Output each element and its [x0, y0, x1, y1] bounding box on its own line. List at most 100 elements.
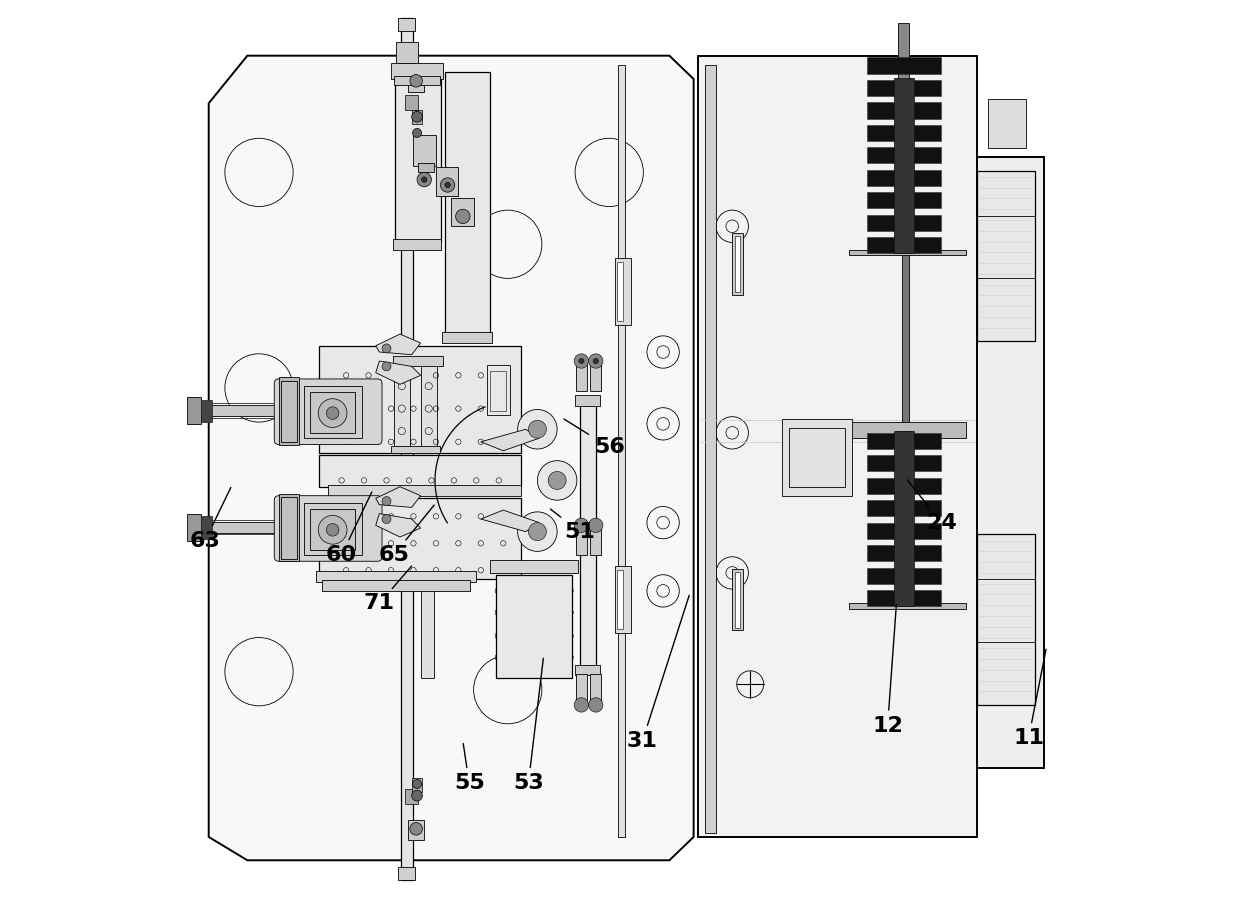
Bar	[867, 455, 941, 471]
Bar	[319, 455, 521, 487]
Text: 65: 65	[378, 505, 434, 565]
Text: 63: 63	[190, 488, 231, 550]
Text: 24: 24	[908, 480, 957, 533]
Bar	[405, 789, 418, 804]
Polygon shape	[376, 361, 420, 384]
Bar	[735, 236, 740, 292]
Bar	[898, 79, 913, 160]
Circle shape	[382, 344, 391, 353]
Circle shape	[382, 497, 391, 506]
Circle shape	[517, 512, 557, 551]
Bar	[894, 431, 914, 606]
Circle shape	[412, 111, 423, 122]
Bar	[277, 381, 381, 442]
Bar	[698, 56, 977, 837]
Text: 60: 60	[326, 492, 372, 565]
Circle shape	[528, 523, 547, 541]
Bar	[867, 433, 941, 449]
Bar	[590, 526, 601, 555]
Circle shape	[574, 518, 589, 533]
Text: 71: 71	[363, 566, 412, 613]
Bar	[894, 78, 914, 253]
Bar	[867, 500, 941, 516]
Circle shape	[382, 362, 391, 371]
Bar	[393, 356, 443, 366]
Bar	[451, 198, 474, 226]
Bar	[443, 332, 492, 343]
Bar	[490, 371, 506, 411]
Circle shape	[410, 823, 423, 835]
FancyBboxPatch shape	[274, 496, 382, 561]
Bar	[391, 446, 440, 453]
Bar	[277, 497, 381, 559]
Bar	[196, 520, 279, 534]
Bar	[196, 522, 279, 533]
Bar	[405, 95, 418, 110]
Bar	[781, 419, 852, 496]
Bar	[398, 18, 415, 31]
Bar	[735, 572, 740, 628]
Circle shape	[319, 399, 347, 427]
Bar	[413, 135, 436, 166]
Bar	[579, 400, 595, 669]
Bar	[867, 568, 941, 584]
Circle shape	[593, 358, 599, 364]
Circle shape	[382, 515, 391, 524]
Text: 12: 12	[872, 604, 903, 735]
Polygon shape	[481, 429, 539, 451]
Circle shape	[440, 178, 455, 192]
Bar	[496, 575, 573, 678]
Text: 31: 31	[627, 595, 689, 751]
Bar	[391, 63, 443, 79]
Text: 51: 51	[551, 509, 595, 541]
Text: 56: 56	[564, 419, 625, 457]
Circle shape	[326, 524, 339, 536]
Circle shape	[589, 354, 603, 368]
Bar	[901, 251, 909, 433]
Bar	[733, 569, 743, 630]
Circle shape	[537, 461, 577, 500]
Bar	[280, 497, 296, 559]
Polygon shape	[208, 56, 693, 860]
Circle shape	[517, 409, 557, 449]
Bar	[280, 381, 296, 442]
Circle shape	[528, 420, 547, 438]
Circle shape	[412, 790, 423, 801]
Bar	[590, 674, 601, 702]
Bar	[590, 362, 601, 391]
Bar	[977, 171, 1035, 341]
Bar	[867, 147, 941, 163]
Bar	[733, 233, 743, 295]
Circle shape	[413, 779, 422, 788]
Circle shape	[422, 177, 427, 182]
Polygon shape	[481, 510, 539, 532]
Bar	[319, 346, 521, 453]
Bar	[196, 403, 279, 418]
Bar	[977, 534, 1035, 705]
Circle shape	[589, 698, 603, 712]
Bar	[867, 102, 941, 119]
Bar	[394, 76, 441, 242]
Bar	[867, 478, 941, 494]
Bar	[849, 603, 966, 609]
Bar	[867, 192, 941, 208]
Bar	[577, 362, 587, 391]
Circle shape	[455, 209, 470, 224]
Bar	[420, 575, 434, 678]
Bar	[615, 566, 631, 633]
Bar	[490, 560, 578, 573]
Bar	[849, 250, 966, 255]
Circle shape	[548, 471, 567, 489]
Circle shape	[326, 407, 339, 419]
Polygon shape	[376, 487, 420, 507]
Circle shape	[579, 358, 584, 364]
Bar	[408, 72, 424, 92]
Bar	[618, 262, 622, 321]
Circle shape	[589, 518, 603, 533]
Bar	[789, 428, 844, 487]
Bar	[988, 99, 1025, 148]
Circle shape	[417, 172, 432, 187]
Bar	[304, 386, 362, 438]
Bar	[394, 365, 410, 451]
Bar	[615, 258, 631, 325]
